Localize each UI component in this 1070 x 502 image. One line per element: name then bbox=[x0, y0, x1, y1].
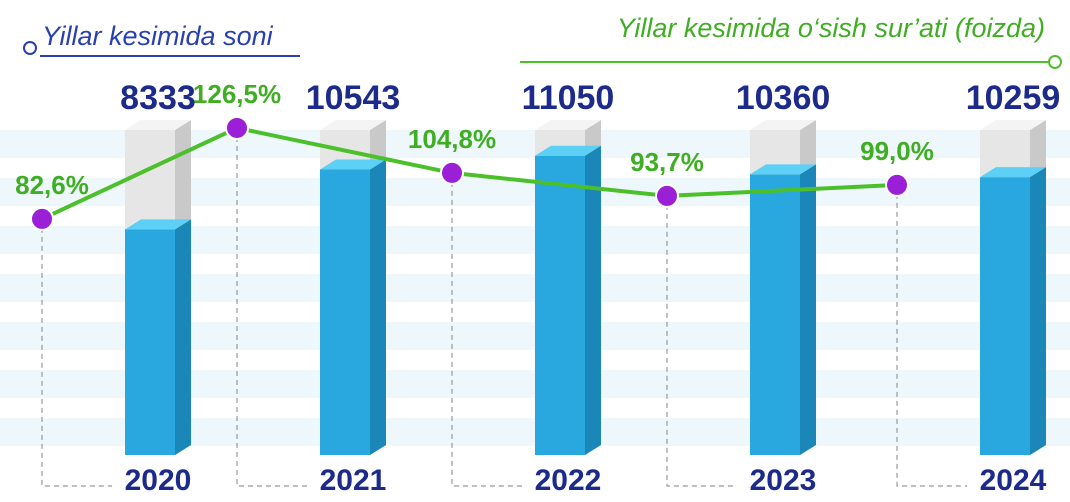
x-tick-label: 2022 bbox=[535, 464, 602, 497]
value-label: 10360 bbox=[736, 79, 831, 117]
column-back-top bbox=[320, 120, 386, 130]
point bbox=[655, 183, 679, 208]
point bbox=[885, 172, 909, 197]
bar-top bbox=[125, 219, 191, 230]
bar-top bbox=[320, 159, 386, 170]
bar-top bbox=[980, 167, 1046, 178]
bar-top bbox=[750, 164, 816, 175]
value-label: 99,0% bbox=[860, 136, 934, 166]
legend-label: Yillar kesimida o‘sish sur’ati (foizda) bbox=[617, 13, 1045, 43]
legend-ring bbox=[23, 41, 37, 55]
value-label: 8333 bbox=[120, 79, 196, 117]
value-label: 126,5% bbox=[193, 79, 281, 109]
point bbox=[440, 160, 464, 185]
bar bbox=[980, 177, 1030, 455]
bar-side bbox=[800, 164, 816, 455]
value-label: 82,6% bbox=[15, 170, 89, 200]
value-label: 11050 bbox=[522, 79, 615, 117]
guide-line bbox=[666, 195, 737, 487]
x-tick-label: 2021 bbox=[320, 464, 387, 497]
column-back-top bbox=[535, 120, 601, 130]
bar-top bbox=[535, 145, 601, 156]
bar-side bbox=[370, 159, 386, 455]
guide-line bbox=[236, 127, 307, 487]
legend-ring bbox=[1048, 55, 1062, 69]
bar bbox=[320, 169, 370, 455]
value-label: 104,8% bbox=[408, 124, 496, 154]
value-label: 10259 bbox=[966, 79, 1061, 117]
column-back-top bbox=[980, 120, 1046, 130]
bar bbox=[750, 174, 800, 455]
bar bbox=[125, 229, 175, 455]
bar-side bbox=[1030, 167, 1046, 455]
point bbox=[225, 115, 249, 140]
point bbox=[30, 206, 54, 231]
guide-line bbox=[896, 184, 967, 487]
x-tick-label: 2020 bbox=[125, 464, 192, 497]
x-tick-label: 2023 bbox=[750, 464, 817, 497]
bar-side bbox=[175, 219, 191, 455]
column-back-top bbox=[125, 120, 191, 130]
bar bbox=[535, 155, 585, 455]
value-label: 10543 bbox=[306, 79, 401, 117]
legend-label: Yillar kesimida soni bbox=[42, 21, 274, 51]
column-back-top bbox=[750, 120, 816, 130]
bar-side bbox=[585, 145, 601, 455]
value-label: 93,7% bbox=[630, 147, 704, 177]
x-tick-label: 2024 bbox=[980, 464, 1047, 497]
